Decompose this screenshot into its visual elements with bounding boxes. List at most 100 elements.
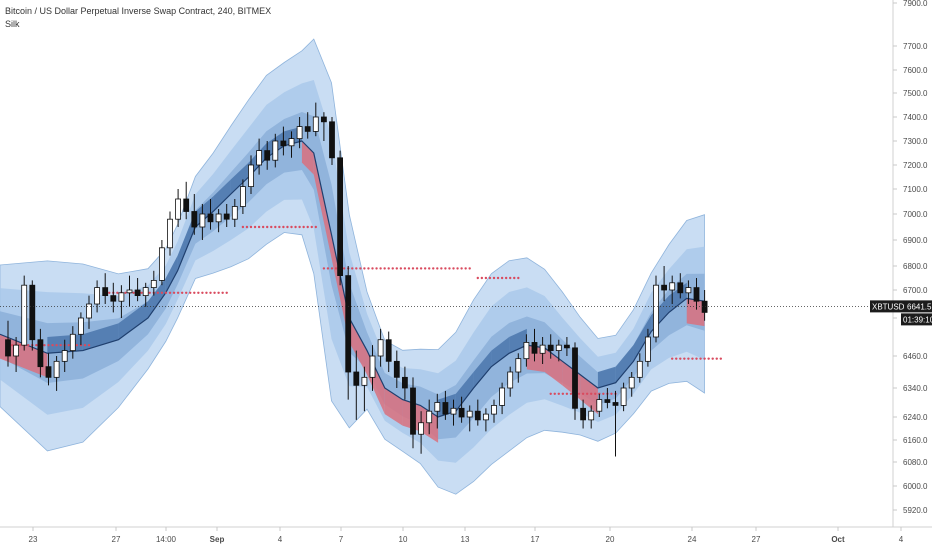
signal-dot xyxy=(257,225,261,229)
time-axis[interactable]: 23 27 14:00 Sep 4 7 10 13 17 20 24 27 Oct 4 xyxy=(0,526,932,544)
signal-dot xyxy=(298,225,301,229)
signal-dot xyxy=(419,267,423,270)
ribbon-up-segment xyxy=(230,162,249,194)
signal-dot xyxy=(549,392,552,395)
signal-dot xyxy=(132,291,135,294)
price-tag: XBTUSD 6641.5 01:39:10 xyxy=(870,300,932,326)
candle-body xyxy=(175,198,182,220)
candle-body xyxy=(296,126,303,139)
candle-body xyxy=(661,284,667,291)
candle-body xyxy=(361,376,368,386)
signal-dot xyxy=(448,267,451,270)
ribbon-up-segment xyxy=(148,278,166,318)
indicator-name: Silk xyxy=(5,19,20,29)
signal-dot xyxy=(67,343,70,347)
signal-dot xyxy=(322,267,326,270)
candle-body xyxy=(239,186,246,207)
candle-body xyxy=(588,410,595,421)
candle-body xyxy=(199,213,206,228)
candle-body xyxy=(248,164,254,188)
candle-body xyxy=(329,121,335,159)
signal-dot xyxy=(415,267,419,270)
candle-body xyxy=(572,347,578,409)
signal-dot xyxy=(569,392,573,395)
candle-body xyxy=(418,422,425,435)
price-tick-label: 6900.0 xyxy=(903,236,928,245)
signal-dot xyxy=(261,225,265,229)
price-tick-label: 6800.0 xyxy=(903,262,928,271)
time-tick-label: 27 xyxy=(752,535,761,544)
signal-dot xyxy=(270,225,273,229)
signal-dot xyxy=(432,267,435,270)
signal-dot xyxy=(703,357,706,360)
signal-dot xyxy=(116,291,119,294)
signal-dot xyxy=(180,291,184,294)
price-axis[interactable]: 5920.0 6000.0 6080.0 6160.0 6240.0 6340.0 6460… xyxy=(892,0,928,527)
signal-dot xyxy=(468,267,471,270)
signal-dot xyxy=(249,225,253,229)
signal-dot xyxy=(18,343,22,347)
ribbon-down-segment xyxy=(686,298,705,327)
time-tick-label: 13 xyxy=(461,535,470,544)
candle-body xyxy=(86,303,92,319)
candle-body xyxy=(458,407,465,418)
signal-dot xyxy=(383,267,386,270)
signal-dot xyxy=(675,357,678,360)
candle-body xyxy=(701,300,708,313)
signal-dot xyxy=(326,267,330,270)
candle-body xyxy=(21,284,28,346)
signal-dot xyxy=(266,225,269,229)
signal-dot xyxy=(719,357,722,360)
signal-dot xyxy=(351,267,354,270)
price-tick-label: 7700.0 xyxy=(903,42,928,51)
candle-body xyxy=(142,287,149,297)
signal-dot xyxy=(334,267,338,270)
ribbon-up-segment xyxy=(633,315,652,362)
candle-body xyxy=(53,360,60,378)
signal-dot xyxy=(282,225,285,229)
price-axis-ticks: 5920.0 6000.0 6080.0 6160.0 6240.0 6340.0 6460… xyxy=(893,0,928,515)
signal-dot xyxy=(379,267,382,270)
candle-body xyxy=(564,344,570,349)
signal-dot xyxy=(699,357,702,360)
signal-dot xyxy=(217,291,220,294)
signal-dot xyxy=(10,343,14,347)
candle-body xyxy=(353,371,360,386)
signal-dot xyxy=(391,267,394,270)
signal-dot xyxy=(330,267,334,270)
candle-body xyxy=(385,339,392,362)
candles xyxy=(5,102,708,457)
ribbon-up-segment xyxy=(82,323,119,351)
signal-dot xyxy=(428,267,431,270)
signal-dot xyxy=(375,267,378,270)
signal-dot xyxy=(140,291,143,294)
signal-dot xyxy=(715,357,718,360)
ribbon-up-segment xyxy=(473,350,492,388)
signal-dot xyxy=(500,276,504,280)
signal-dot xyxy=(156,291,160,294)
candle-body xyxy=(45,366,52,378)
price-tick-label: 6460.0 xyxy=(903,352,928,361)
signal-dot xyxy=(205,291,208,294)
price-tick-label: 7400.0 xyxy=(903,113,928,122)
signal-dot xyxy=(209,291,212,294)
signal-dot xyxy=(492,276,496,280)
signal-dot xyxy=(585,392,589,395)
price-tick-label: 6160.0 xyxy=(903,436,928,445)
signal-dot xyxy=(286,225,289,229)
signal-dot xyxy=(160,291,164,294)
candle-body xyxy=(288,138,295,147)
signal-dot xyxy=(87,343,91,347)
signal-dot xyxy=(679,357,682,360)
candle-body xyxy=(231,206,238,220)
time-tick-label: 10 xyxy=(399,535,408,544)
candle-body xyxy=(304,126,311,132)
time-tick-label: 20 xyxy=(606,535,615,544)
candle-body xyxy=(693,287,700,302)
signal-dot xyxy=(225,291,228,294)
candle-body xyxy=(280,140,287,147)
signal-dot xyxy=(306,225,309,229)
price-tick-label: 6240.0 xyxy=(903,413,928,422)
signal-dot xyxy=(367,267,370,270)
